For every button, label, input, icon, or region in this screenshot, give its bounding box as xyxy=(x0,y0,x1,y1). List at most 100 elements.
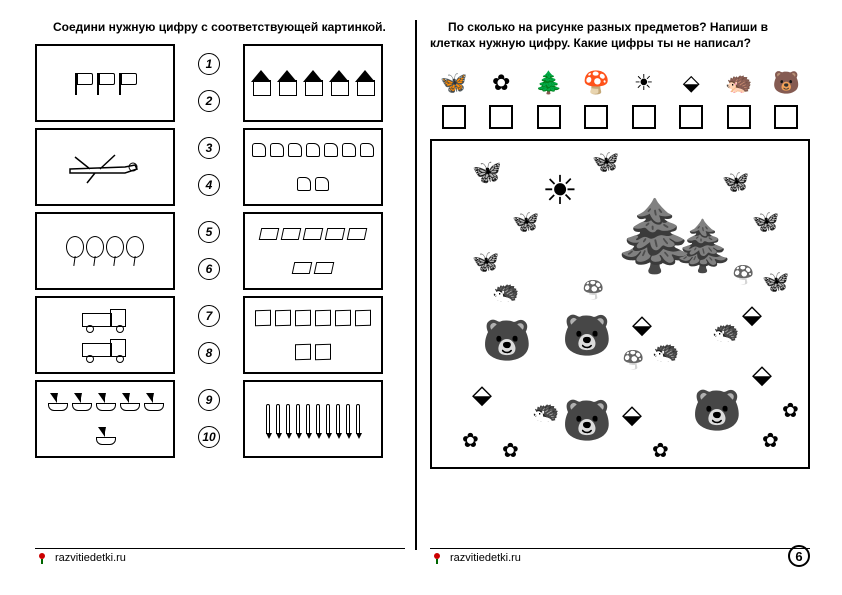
number-col-3: 5 6 xyxy=(179,212,239,290)
box-shoes xyxy=(243,128,383,206)
book-icon xyxy=(259,228,280,240)
left-footer: razvitiedetki.ru xyxy=(35,548,405,565)
number-5[interactable]: 5 xyxy=(198,221,220,243)
scene-item: 🦔 xyxy=(652,341,679,363)
count-box-tree[interactable] xyxy=(537,105,561,129)
pencil-icon xyxy=(286,404,290,434)
page-divider xyxy=(415,20,417,550)
scene-item: 🐻 xyxy=(692,391,742,431)
key-mushroom-icon: 🍄 xyxy=(581,65,611,101)
balloon-icon xyxy=(126,236,144,266)
scene-item: 🦔 xyxy=(712,321,739,343)
cube-icon xyxy=(355,309,371,326)
scene-item: 🦋 xyxy=(752,211,779,233)
left-instruction: Соедини нужную цифру с соответствующей к… xyxy=(35,20,405,36)
box-trucks xyxy=(35,296,175,374)
book-icon xyxy=(325,228,346,240)
key-icon-row: 🦋 ✿ 🌲 🍄 ☀ ⬙ 🦔 🐻 xyxy=(430,59,810,101)
key-bear-icon: 🐻 xyxy=(771,65,801,101)
box-pencils xyxy=(243,380,383,458)
scene-item: 🍄 xyxy=(582,281,604,299)
number-1[interactable]: 1 xyxy=(198,53,220,75)
number-col-4: 7 8 xyxy=(179,296,239,374)
box-flags xyxy=(35,44,175,122)
balloon-icon xyxy=(66,236,84,266)
site-url: razvitiedetki.ru xyxy=(450,552,521,564)
pencil-icon xyxy=(346,404,350,434)
shoe-icon xyxy=(360,143,374,157)
count-box-hedgehog[interactable] xyxy=(727,105,751,129)
number-col-5: 9 10 xyxy=(179,380,239,458)
right-instruction: По сколько на рисунке разных предметов? … xyxy=(430,20,810,51)
counting-scene: ☀🌲🌲🦋🦋🦋🦋🦋🦋🦋🦔🦔🦔🦔🐻🐻🐻🐻⬙⬙⬙⬙⬙🍄🍄🍄✿✿✿✿✿ xyxy=(430,139,810,469)
scene-item: 🦋 xyxy=(592,151,619,173)
key-hedgehog-icon: 🦔 xyxy=(724,65,754,101)
count-box-flower[interactable] xyxy=(489,105,513,129)
shoe-icon xyxy=(297,177,311,191)
scene-item: ⬙ xyxy=(632,311,652,337)
scene-item: 🦋 xyxy=(722,171,749,193)
book-icon xyxy=(292,262,313,274)
number-4[interactable]: 4 xyxy=(198,174,220,196)
shoe-icon xyxy=(252,143,266,157)
scene-item: 🦋 xyxy=(472,251,499,273)
site-logo-icon xyxy=(35,551,49,565)
pencil-icon xyxy=(326,404,330,434)
book-icon xyxy=(314,262,335,274)
count-box-mushroom[interactable] xyxy=(584,105,608,129)
site-url: razvitiedetki.ru xyxy=(55,552,126,564)
scene-item: ☀ xyxy=(542,171,578,211)
boat-icon xyxy=(94,427,116,445)
flag-icon xyxy=(73,71,93,95)
book-icon xyxy=(347,228,368,240)
match-grid: 1 2 3 4 5 xyxy=(35,44,405,458)
cube-icon xyxy=(275,309,291,326)
scene-item: ✿ xyxy=(782,401,799,421)
left-page: Соедини нужную цифру с соответствующей к… xyxy=(35,20,405,565)
number-7[interactable]: 7 xyxy=(198,305,220,327)
scene-item: 🐻 xyxy=(562,316,612,356)
boat-icon xyxy=(94,393,116,411)
site-logo-icon xyxy=(430,551,444,565)
number-2[interactable]: 2 xyxy=(198,90,220,112)
box-boats xyxy=(35,380,175,458)
number-10[interactable]: 10 xyxy=(198,426,220,448)
shoe-icon xyxy=(315,177,329,191)
count-box-stump[interactable] xyxy=(679,105,703,129)
house-icon xyxy=(275,70,299,96)
number-col-2: 3 4 xyxy=(179,128,239,206)
scene-item: ✿ xyxy=(462,431,479,451)
pencil-icon xyxy=(266,404,270,434)
scene-item: 🐻 xyxy=(562,401,612,441)
truck-icon xyxy=(82,309,128,331)
scene-item: ⬙ xyxy=(742,301,762,327)
count-box-butterfly[interactable] xyxy=(442,105,466,129)
scene-item: ⬙ xyxy=(752,361,772,387)
key-sun-icon: ☀ xyxy=(629,65,659,101)
cube-icon xyxy=(295,343,311,360)
right-footer: razvitiedetki.ru 6 xyxy=(430,548,810,565)
shoe-icon xyxy=(342,143,356,157)
number-6[interactable]: 6 xyxy=(198,258,220,280)
right-page: По сколько на рисунке разных предметов? … xyxy=(430,20,810,565)
house-icon xyxy=(249,70,273,96)
house-icon xyxy=(327,70,351,96)
scene-item: 🌲 xyxy=(672,221,734,271)
pencil-icon xyxy=(296,404,300,434)
shoe-icon xyxy=(270,143,284,157)
scene-item: 🐻 xyxy=(482,321,532,361)
flag-icon xyxy=(95,71,115,95)
box-cubes xyxy=(243,296,383,374)
number-3[interactable]: 3 xyxy=(198,137,220,159)
count-box-bear[interactable] xyxy=(774,105,798,129)
pencil-icon xyxy=(276,404,280,434)
boat-icon xyxy=(46,393,68,411)
truck-icon xyxy=(82,339,128,361)
box-balloons xyxy=(35,212,175,290)
scene-item: 🦋 xyxy=(472,161,502,185)
key-stump-icon: ⬙ xyxy=(676,65,706,101)
number-9[interactable]: 9 xyxy=(198,389,220,411)
scene-item: ✿ xyxy=(502,441,519,461)
number-8[interactable]: 8 xyxy=(198,342,220,364)
count-box-sun[interactable] xyxy=(632,105,656,129)
